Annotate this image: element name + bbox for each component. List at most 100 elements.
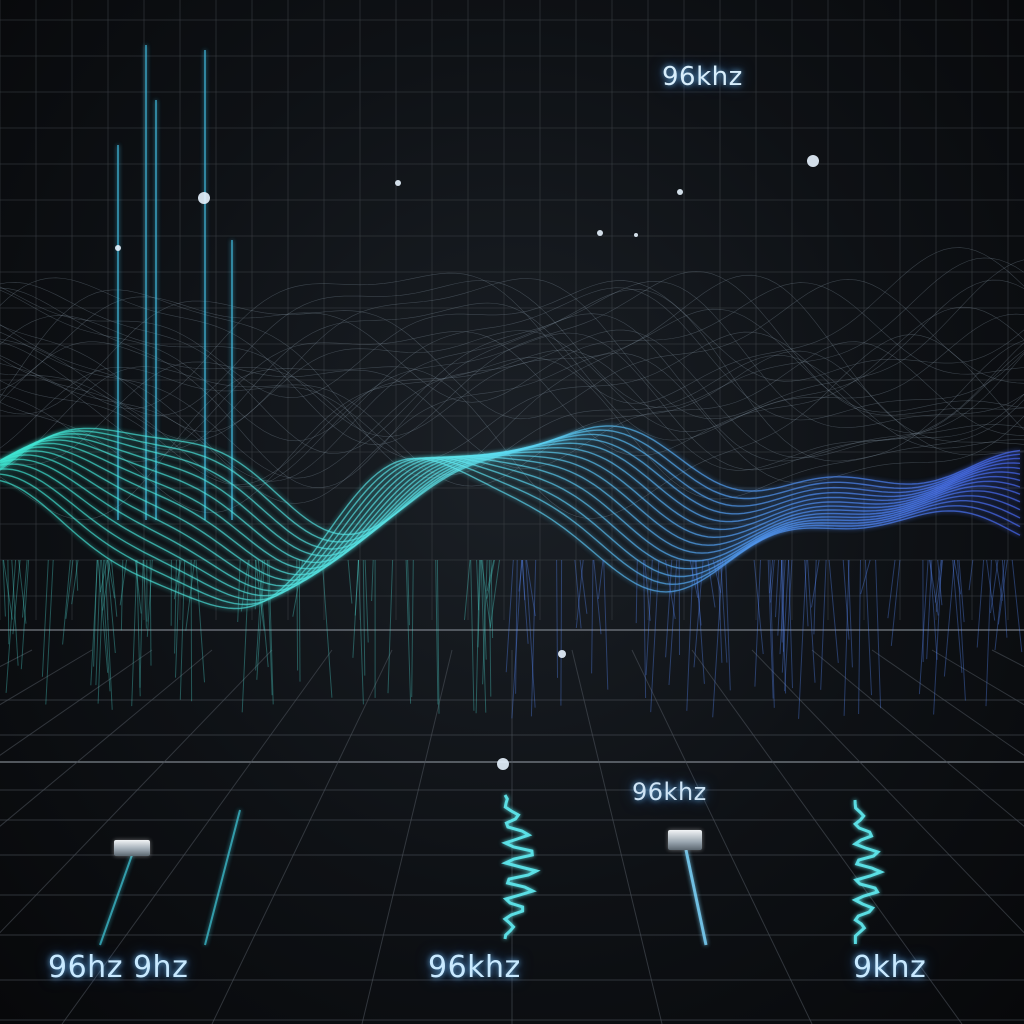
reflection-line [45,559,54,705]
reflection-line [579,559,588,614]
reflection-line [781,559,783,643]
frequency-label-top-right: 96khz [662,62,743,92]
wave-reflection [2,559,1023,719]
reflection-line [237,559,241,623]
reflection-line [5,559,17,693]
reflection-line [97,559,105,704]
reflection-line [136,559,141,697]
reflection-line [292,559,304,617]
wave-line [0,454,1021,587]
reflection-line [240,559,249,612]
reflection-line [958,559,965,623]
reflection-line [296,559,299,671]
glow-dot [807,155,819,167]
reflection-line [266,559,273,696]
fader-track [204,809,241,946]
fader-knob-right[interactable] [668,830,702,850]
glow-dot [677,189,683,195]
frequency-label-bottom-right: 9khz [853,950,927,985]
wave-line [0,455,1021,592]
floor-waveforms [99,794,886,946]
reflection-line [511,559,523,719]
reflection-line [407,559,410,626]
reflection-line [781,559,787,694]
reflection-line [769,559,774,594]
reflection-line [518,559,523,592]
reflection-line [843,559,850,716]
reflection-line [486,559,495,599]
reflection-line [7,559,10,645]
reflection-line [41,559,49,677]
reflection-line [256,559,265,680]
reflection-line [985,559,992,707]
wave-line [0,446,1021,576]
reflection-line [321,559,333,698]
reflection-line [720,559,728,663]
reflection-line [354,559,360,616]
reflection-line [695,559,705,684]
floor-grid-line [61,649,333,1024]
glow-dot [497,758,509,770]
reflection-line [90,559,99,686]
reflection-line [505,559,514,673]
reflection-line [120,559,124,631]
reflection-line [241,559,250,713]
reflection-line [807,559,816,683]
reflection-line [754,559,761,687]
reflection-line [777,559,783,636]
reflection-line [591,559,594,674]
reflection-line [435,559,439,705]
reflection-line [99,559,108,593]
reflection-line [12,559,21,635]
floor-waveform [851,799,886,944]
floor-grid-line [751,649,1024,934]
reflection-line [665,559,676,620]
reflection-line [860,559,871,595]
floor-grid-line [931,649,1024,706]
reflection-line [556,559,558,678]
reflection-line [842,559,850,640]
reflection-line [717,559,723,663]
glow-dot [634,233,638,237]
reflection-line [933,559,943,715]
reflection-line [175,559,181,678]
floor-grid-line [811,649,1024,827]
reflection-line [489,559,500,627]
reflection-line [143,559,147,629]
wave-line [0,450,1021,581]
floor-grid-line [871,649,1024,756]
reflection-line [255,559,265,631]
reflection-line [887,559,896,619]
reflection-line [405,559,412,704]
reflection-line [93,559,98,667]
reflection-line [926,559,933,660]
reflection-line [593,559,602,635]
glow-dot [597,230,603,236]
reflection-line [693,559,704,668]
reflection-line [95,559,101,686]
reflection-line [104,559,113,710]
reflection-line [784,559,793,692]
reflection-line [20,559,30,670]
reflection-line [847,559,853,668]
reflection-line [18,559,27,624]
fader-knob-left[interactable] [114,840,150,856]
reflection-line [986,559,996,621]
reflection-line [767,559,774,699]
reflection-line [357,559,364,705]
reflection-line [820,559,827,690]
reflection-line [668,559,678,686]
reflection-line [173,559,182,600]
reflection-line [828,559,839,663]
reflection-line [470,559,475,711]
reflection-line [190,559,193,702]
reflection-line [347,559,353,604]
reflection-line [976,559,985,648]
reflection-line [712,559,722,593]
reflection-line [813,559,817,635]
reflection-line [476,559,480,611]
reflection-line [779,559,786,655]
reflection-line [119,559,128,606]
